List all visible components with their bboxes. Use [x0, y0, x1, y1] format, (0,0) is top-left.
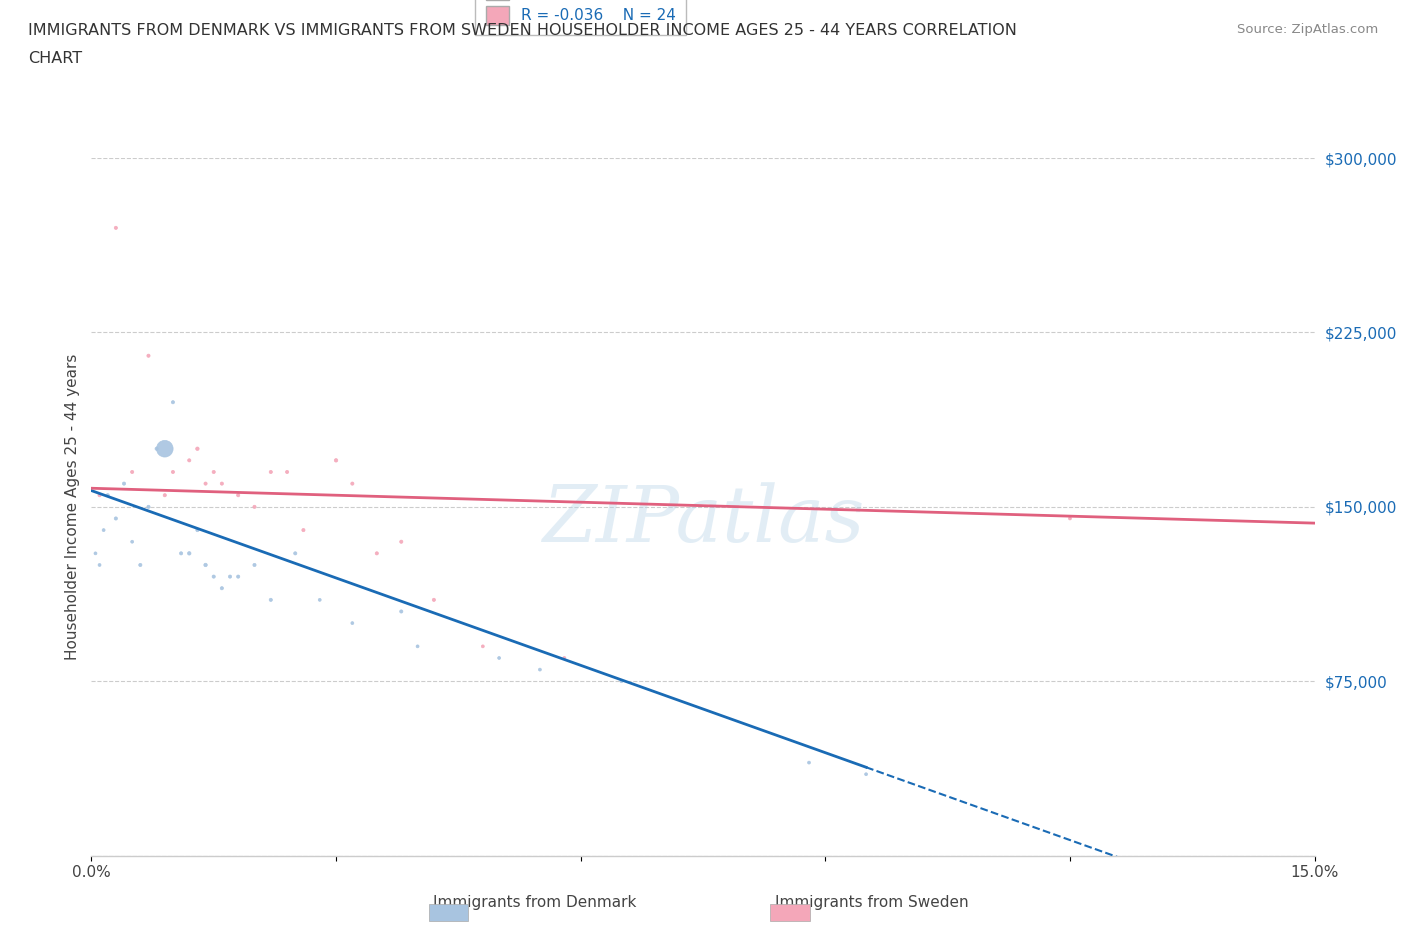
- Point: [389, 534, 412, 549]
- Point: [471, 639, 494, 654]
- Point: [104, 220, 127, 235]
- Point: [138, 499, 160, 514]
- Point: [93, 523, 115, 538]
- Point: [162, 465, 184, 480]
- Point: [84, 546, 107, 561]
- Point: [406, 639, 429, 654]
- Point: [243, 499, 266, 514]
- Point: [529, 662, 551, 677]
- Text: Immigrants from Denmark: Immigrants from Denmark: [433, 895, 636, 910]
- Point: [145, 442, 167, 457]
- Point: [423, 592, 446, 607]
- Point: [104, 512, 127, 526]
- Point: [97, 487, 120, 502]
- Point: [488, 651, 510, 666]
- Point: [260, 465, 283, 480]
- Point: [121, 534, 143, 549]
- Point: [389, 604, 412, 619]
- Point: [211, 580, 233, 596]
- Point: [342, 476, 364, 491]
- Y-axis label: Householder Income Ages 25 - 44 years: Householder Income Ages 25 - 44 years: [65, 353, 80, 660]
- Point: [202, 569, 225, 584]
- Point: [855, 766, 877, 781]
- Point: [284, 546, 307, 561]
- Text: IMMIGRANTS FROM DENMARK VS IMMIGRANTS FROM SWEDEN HOUSEHOLDER INCOME AGES 25 - 4: IMMIGRANTS FROM DENMARK VS IMMIGRANTS FR…: [28, 23, 1017, 38]
- Point: [553, 651, 575, 666]
- Point: [308, 592, 330, 607]
- Text: Source: ZipAtlas.com: Source: ZipAtlas.com: [1237, 23, 1378, 36]
- Point: [112, 476, 135, 491]
- Point: [121, 465, 143, 480]
- Point: [260, 592, 283, 607]
- Point: [342, 616, 364, 631]
- Point: [153, 487, 176, 502]
- Point: [1059, 512, 1081, 526]
- Point: [89, 487, 111, 502]
- Legend: R = -0.403    N = 32, R = -0.036    N = 24: R = -0.403 N = 32, R = -0.036 N = 24: [475, 0, 686, 35]
- Point: [186, 442, 208, 457]
- Point: [138, 349, 160, 364]
- Point: [325, 453, 347, 468]
- Point: [797, 755, 820, 770]
- Point: [179, 453, 201, 468]
- Point: [162, 394, 184, 409]
- Point: [211, 476, 233, 491]
- Point: [226, 487, 249, 502]
- Text: ZIPatlas: ZIPatlas: [541, 483, 865, 559]
- Point: [366, 546, 388, 561]
- Point: [243, 557, 266, 572]
- Point: [129, 557, 152, 572]
- Text: Immigrants from Sweden: Immigrants from Sweden: [775, 895, 969, 910]
- Point: [194, 476, 217, 491]
- Point: [219, 569, 242, 584]
- Point: [276, 465, 298, 480]
- Point: [194, 557, 217, 572]
- Point: [153, 442, 176, 457]
- Point: [170, 546, 193, 561]
- Point: [186, 523, 208, 538]
- Point: [179, 546, 201, 561]
- Point: [292, 523, 315, 538]
- Point: [226, 569, 249, 584]
- Text: CHART: CHART: [28, 51, 82, 66]
- Point: [89, 557, 111, 572]
- Point: [610, 673, 633, 688]
- Point: [202, 465, 225, 480]
